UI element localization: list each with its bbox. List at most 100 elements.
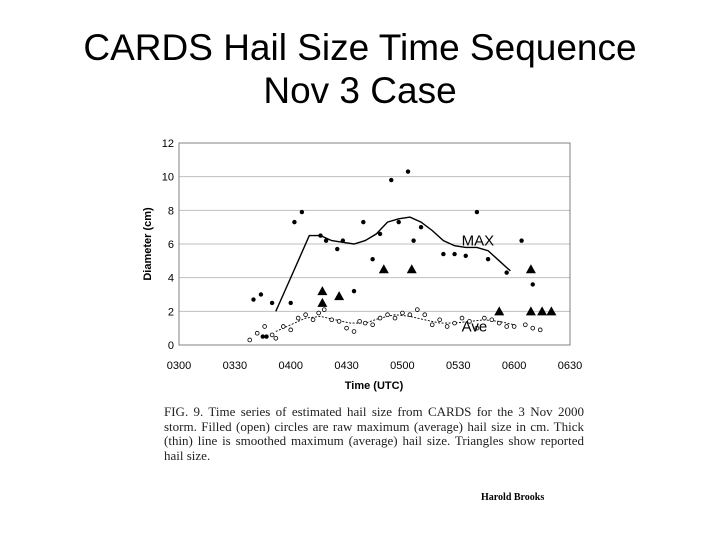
slide-title: CARDS Hail Size Time Sequence Nov 3 Case (0, 26, 720, 112)
max-point (396, 219, 401, 225)
x-tick-label: 0300 (167, 360, 191, 372)
avg-point (467, 319, 472, 324)
x-tick-label: 0330 (223, 360, 247, 372)
avg-point (362, 320, 368, 326)
reported-point (494, 306, 505, 316)
reported-point (317, 297, 328, 307)
max-point (411, 238, 416, 243)
x-tick-label: 0530 (446, 360, 470, 372)
max-point (441, 251, 446, 257)
max-point (292, 219, 297, 225)
y-tick-label: 4 (168, 273, 174, 285)
x-tick-label: 0630 (558, 360, 582, 372)
reported-point (525, 264, 536, 274)
reported-point (406, 264, 417, 274)
y-tick-label: 6 (168, 239, 174, 251)
max-point (405, 169, 411, 174)
max-point (418, 224, 424, 230)
annotation-max: MAX (462, 233, 495, 250)
avg-point (316, 310, 321, 316)
max-point (530, 282, 535, 287)
reported-point (546, 306, 557, 316)
avg-point (530, 325, 536, 331)
max-point (463, 253, 468, 258)
avg-point (262, 324, 267, 329)
x-tick-label: 0500 (390, 360, 414, 372)
avg-point (336, 319, 342, 324)
avg-point (351, 329, 357, 334)
max-point (251, 297, 256, 302)
avg-point (482, 315, 487, 321)
x-axis-label: Time (UTC) (345, 380, 404, 392)
gridlines (179, 176, 570, 312)
avg-point (537, 327, 543, 333)
tick-labels: 0 2 4 6 8 10 12 0300 0330 0400 0430 0500 0530 0600 063… (162, 138, 582, 372)
max-point (288, 300, 293, 306)
avg-point (377, 315, 383, 321)
avg-point (496, 320, 502, 326)
avg-point (329, 317, 334, 323)
y-axis-label: Diameter (cm) (142, 207, 154, 281)
max-point (485, 256, 491, 262)
y-tick-label: 8 (168, 205, 174, 217)
avg-point (303, 312, 308, 318)
avg-point (444, 324, 450, 329)
avg-point (429, 322, 435, 328)
title-line-2: Nov 3 Case (263, 70, 457, 111)
plot-frame (178, 142, 571, 346)
max-point (260, 334, 265, 339)
max-point (452, 251, 457, 257)
avg-point (504, 324, 509, 329)
avg-point (437, 317, 442, 323)
avg-point (489, 317, 495, 323)
max-point (351, 288, 357, 294)
max-point (299, 209, 305, 215)
max-point (264, 334, 269, 339)
avg-point (392, 315, 398, 321)
avg-point (422, 312, 428, 318)
max-point (318, 233, 323, 238)
x-tick-label: 0430 (334, 360, 358, 372)
avg-point (474, 325, 480, 331)
avg-point (452, 320, 457, 326)
max-point (361, 219, 366, 225)
max-point (335, 246, 340, 252)
avg-point (459, 315, 465, 321)
smoothed-lines (275, 216, 515, 332)
reported-point (378, 264, 389, 274)
figure-caption: FIG. 9. Time series of estimated hail si… (164, 404, 584, 463)
reported-point (537, 306, 548, 316)
annotations: MAX Ave (462, 233, 495, 336)
avg-point (321, 307, 327, 312)
max-point (258, 292, 264, 297)
x-tick-label: 0600 (502, 360, 526, 372)
avg-point (295, 315, 301, 321)
smoothed-average-line (275, 314, 515, 332)
smoothed-maximum-line (275, 216, 511, 312)
max-point (519, 238, 524, 243)
reported-point (317, 286, 328, 296)
max-point (377, 231, 383, 237)
avg-point (273, 335, 279, 341)
max-point (340, 238, 346, 243)
avg-point (254, 330, 260, 336)
avg-point (511, 324, 517, 329)
avg-point (310, 317, 316, 323)
annotation-ave: Ave (462, 318, 488, 335)
avg-point (400, 310, 405, 316)
y-tick-label: 2 (168, 306, 174, 318)
title-line-1: CARDS Hail Size Time Sequence (83, 27, 637, 68)
max-point (323, 238, 329, 243)
avg-point (370, 322, 375, 328)
max-point (370, 256, 375, 262)
max-point (269, 300, 275, 306)
x-tick-label: 0400 (278, 360, 302, 372)
avg-point (357, 319, 362, 324)
avg-point (288, 327, 294, 333)
reported-point (525, 306, 536, 316)
max-point (504, 270, 509, 275)
data-markers (247, 169, 557, 343)
avg-point (415, 307, 420, 312)
author-credit: Harold Brooks (481, 492, 545, 503)
